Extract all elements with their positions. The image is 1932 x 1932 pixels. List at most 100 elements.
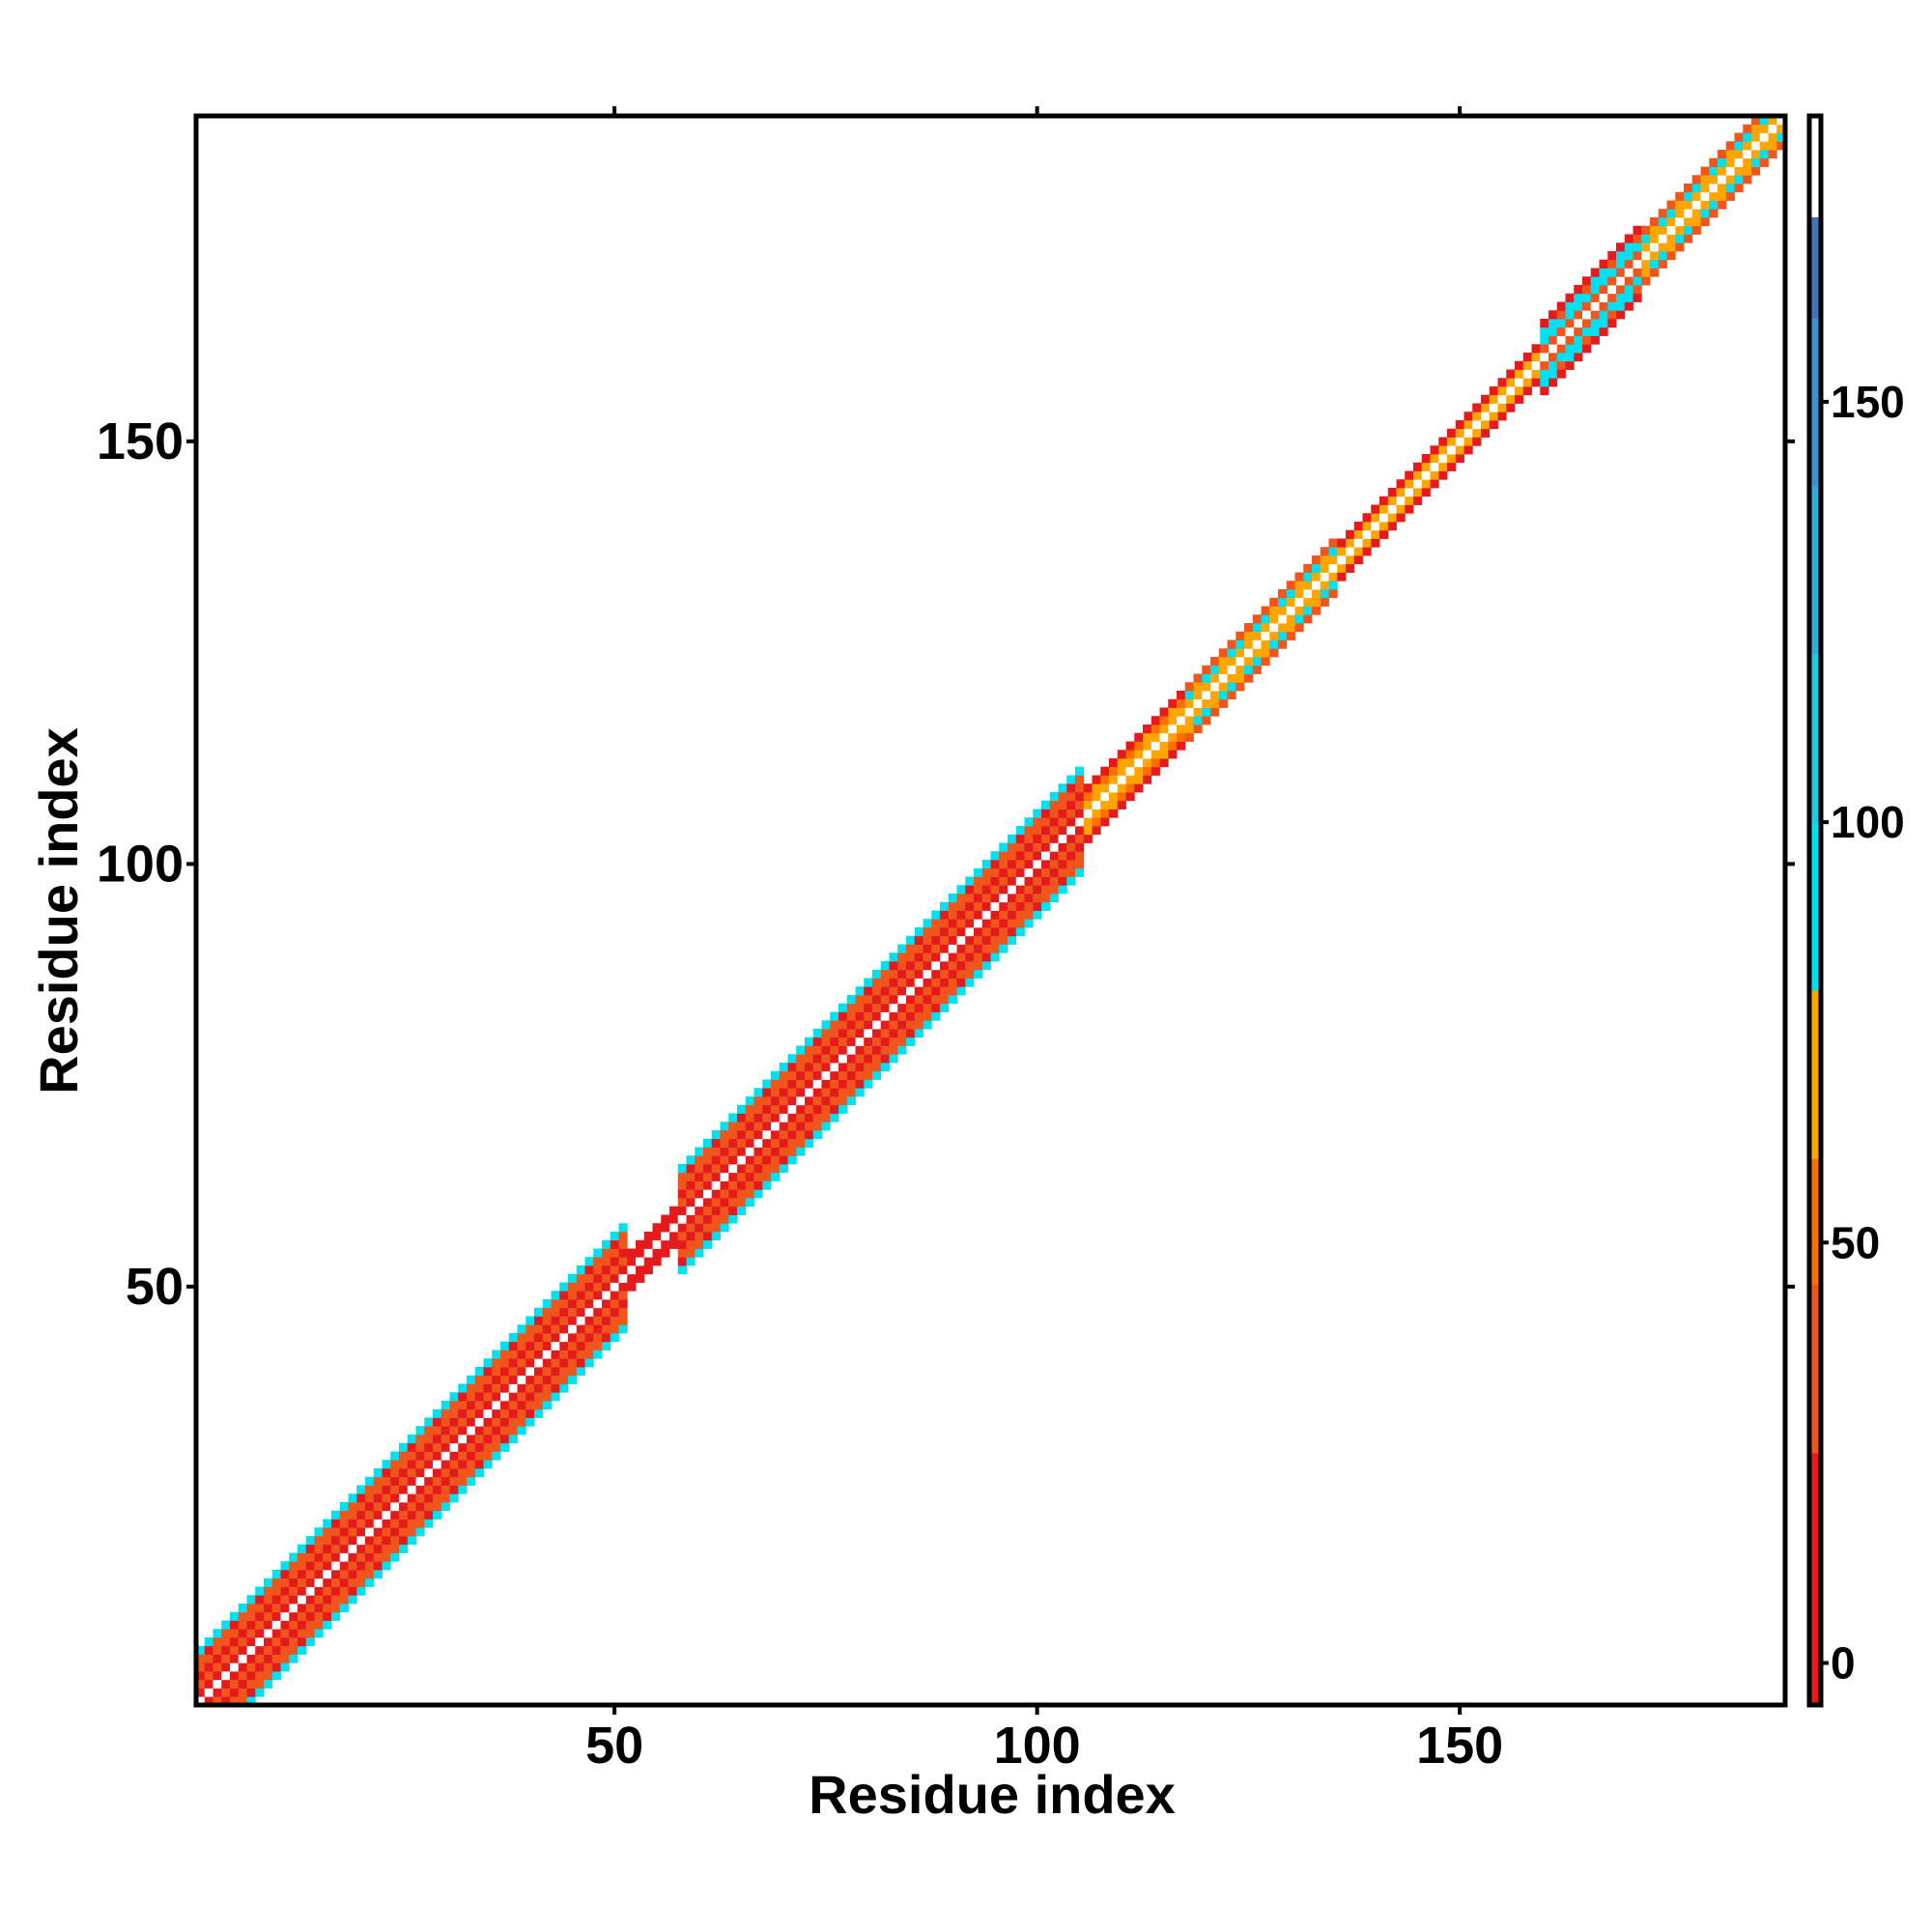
heatmap-cell (889, 978, 898, 987)
heatmap-cell (636, 1239, 645, 1249)
heatmap-cell (1582, 344, 1592, 354)
heatmap-cell (1666, 209, 1676, 218)
heatmap-cell (1718, 166, 1727, 176)
heatmap-cell (458, 1408, 468, 1418)
heatmap-cell (1725, 157, 1735, 167)
heatmap-cell (1092, 800, 1101, 810)
heatmap-cell (610, 1257, 619, 1266)
heatmap-cell (1607, 251, 1617, 261)
heatmap-cell (1303, 606, 1313, 615)
heatmap-cell (382, 1510, 391, 1520)
heatmap-cell (990, 952, 1000, 962)
heatmap-cell (542, 1316, 552, 1325)
heatmap-cell (483, 1367, 493, 1377)
heatmap-cell (467, 1435, 476, 1444)
heatmap-cell (1650, 217, 1660, 227)
heatmap-cell (1590, 293, 1600, 302)
heatmap-cell (1556, 301, 1566, 311)
heatmap-cell (1497, 386, 1507, 396)
heatmap-cell (1092, 783, 1101, 793)
heatmap-cell (331, 1611, 341, 1621)
heatmap-cell (1236, 657, 1245, 667)
heatmap-cell (686, 1164, 696, 1174)
heatmap-cell (298, 1577, 307, 1587)
heatmap-cell (440, 1451, 450, 1461)
heatmap-cell (720, 1223, 729, 1233)
heatmap-cell (1379, 522, 1389, 531)
heatmap-cell (737, 1155, 747, 1165)
heatmap-cell (1743, 166, 1752, 176)
heatmap-cell (1531, 369, 1541, 379)
heatmap-cell (1058, 800, 1067, 810)
heatmap-cell (948, 927, 957, 937)
heatmap-cell (610, 1232, 619, 1241)
heatmap-cell (230, 1671, 240, 1681)
heatmap-cell (1100, 766, 1110, 776)
heatmap-cell (467, 1383, 476, 1393)
heatmap-cell (618, 1299, 628, 1309)
heatmap-cell (711, 1232, 721, 1241)
heatmap-cell (1193, 724, 1203, 734)
heatmap-cell (787, 1130, 797, 1140)
heatmap-cell (1278, 606, 1288, 615)
heatmap-cell (923, 1020, 932, 1030)
heatmap-cells (196, 116, 1786, 1706)
heatmap-cell (737, 1189, 747, 1199)
heatmap-cell (305, 1586, 315, 1596)
heatmap-cell (1481, 403, 1491, 412)
heatmap-cell (1008, 927, 1017, 937)
heatmap-cell (1252, 623, 1262, 633)
heatmap-cell (999, 927, 1009, 937)
heatmap-cell (356, 1552, 366, 1562)
heatmap-cell (204, 1688, 213, 1697)
heatmap-cell (838, 1045, 848, 1055)
heatmap-cell (1100, 800, 1110, 810)
heatmap-cell (1168, 741, 1178, 751)
heatmap-cell (1463, 437, 1473, 446)
heatmap-cell (365, 1485, 375, 1494)
heatmap-cell (965, 885, 975, 895)
heatmap-cell (864, 995, 873, 1005)
heatmap-cell (1616, 293, 1626, 302)
heatmap-cell (762, 1113, 772, 1122)
heatmap-cell (440, 1408, 450, 1418)
heatmap-cell (652, 1248, 662, 1258)
heatmap-cell (618, 1324, 628, 1334)
heatmap-cell (1168, 707, 1178, 717)
heatmap-cell (1590, 335, 1600, 345)
heatmap-cell (906, 961, 916, 971)
heatmap-cell (1700, 191, 1710, 201)
heatmap-cell (407, 1527, 416, 1537)
heatmap-cell (914, 969, 923, 979)
heatmap-cell (331, 1561, 341, 1571)
heatmap-cell (1691, 217, 1701, 227)
heatmap-cell (1734, 184, 1744, 193)
heatmap-cell (467, 1392, 476, 1402)
heatmap-cell (298, 1645, 307, 1655)
heatmap-cell (636, 1257, 645, 1266)
heatmap-cell (1109, 783, 1119, 793)
heatmap-cell (618, 1307, 628, 1317)
heatmap-cell (280, 1604, 290, 1613)
heatmap-cell (1015, 826, 1025, 836)
heatmap-cell (534, 1367, 544, 1377)
heatmap-cell (1684, 184, 1693, 193)
heatmap-cell (1675, 209, 1685, 218)
heatmap-cell (271, 1570, 281, 1579)
heatmap-cell (500, 1375, 510, 1384)
heatmap-cell (695, 1248, 704, 1258)
heatmap-cell (1658, 225, 1667, 235)
heatmap-cell (1041, 901, 1051, 911)
heatmap-cell (517, 1426, 526, 1435)
heatmap-cell (897, 978, 907, 987)
heatmap-cell (517, 1401, 526, 1410)
heatmap-cell (365, 1519, 375, 1528)
heatmap-cell (940, 1003, 950, 1012)
heatmap-cell (1041, 885, 1051, 895)
heatmap-cell (458, 1435, 468, 1444)
heatmap-cell (339, 1570, 349, 1579)
heatmap-cell (1658, 217, 1667, 227)
heatmap-cell (534, 1358, 544, 1368)
heatmap-cell (407, 1460, 416, 1469)
heatmap-cell (948, 961, 957, 971)
